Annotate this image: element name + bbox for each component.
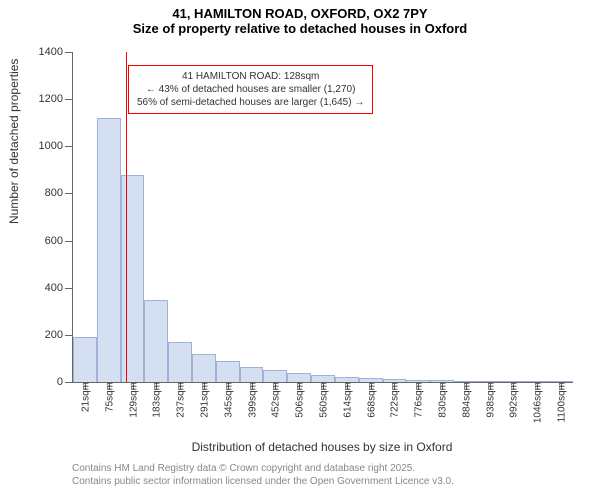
annotation-box: 41 HAMILTON ROAD: 128sqm← 43% of detache… bbox=[128, 65, 373, 114]
footer-line-2: Contains public sector information licen… bbox=[72, 475, 454, 488]
y-tick-label: 800 bbox=[45, 187, 73, 199]
x-tick-label: 992sqm bbox=[507, 382, 520, 418]
x-tick-label: 452sqm bbox=[269, 382, 282, 418]
x-tick-label: 830sqm bbox=[436, 382, 449, 418]
footer-note: Contains HM Land Registry data © Crown c… bbox=[72, 462, 454, 488]
x-tick-label: 776sqm bbox=[412, 382, 425, 418]
y-tick-label: 200 bbox=[45, 329, 73, 341]
histogram-bar bbox=[287, 373, 311, 382]
annotation-line: ← 43% of detached houses are smaller (1,… bbox=[137, 83, 364, 96]
chart-title-block: 41, HAMILTON ROAD, OXFORD, OX2 7PY Size … bbox=[0, 0, 600, 36]
x-tick-label: 345sqm bbox=[221, 382, 234, 418]
y-tick-label: 1400 bbox=[39, 46, 73, 58]
y-axis-label: Number of detached properties bbox=[7, 59, 21, 224]
y-tick-label: 600 bbox=[45, 235, 73, 247]
histogram-bar bbox=[73, 337, 97, 382]
x-tick-label: 938sqm bbox=[483, 382, 496, 418]
annotation-line: 41 HAMILTON ROAD: 128sqm bbox=[137, 70, 364, 83]
x-tick-label: 183sqm bbox=[150, 382, 163, 418]
x-tick-label: 722sqm bbox=[388, 382, 401, 418]
plot-area: 020040060080010001200140021sqm75sqm129sq… bbox=[72, 52, 573, 383]
histogram-bar bbox=[144, 300, 168, 383]
footer-line-1: Contains HM Land Registry data © Crown c… bbox=[72, 462, 454, 475]
y-tick-label: 1000 bbox=[39, 140, 73, 152]
x-tick-label: 1100sqm bbox=[555, 382, 568, 422]
x-tick-label: 668sqm bbox=[364, 382, 377, 418]
chart-container: 41, HAMILTON ROAD, OXFORD, OX2 7PY Size … bbox=[0, 0, 600, 500]
x-tick-label: 291sqm bbox=[197, 382, 210, 418]
histogram-bar bbox=[168, 342, 192, 382]
x-tick-label: 399sqm bbox=[245, 382, 258, 418]
x-tick-label: 560sqm bbox=[317, 382, 330, 418]
histogram-bar bbox=[263, 370, 287, 382]
x-tick-label: 614sqm bbox=[340, 382, 353, 418]
x-axis-label: Distribution of detached houses by size … bbox=[192, 440, 453, 454]
title-line-1: 41, HAMILTON ROAD, OXFORD, OX2 7PY bbox=[0, 6, 600, 21]
histogram-bar bbox=[121, 175, 145, 382]
y-tick-label: 400 bbox=[45, 282, 73, 294]
annotation-line: 56% of semi-detached houses are larger (… bbox=[137, 96, 364, 109]
x-tick-label: 1046sqm bbox=[531, 382, 544, 423]
x-tick-label: 237sqm bbox=[174, 382, 187, 418]
histogram-bar bbox=[311, 375, 335, 382]
x-tick-label: 129sqm bbox=[126, 382, 139, 418]
x-tick-label: 506sqm bbox=[293, 382, 306, 418]
histogram-bar bbox=[192, 354, 216, 382]
histogram-bar bbox=[216, 361, 240, 382]
x-tick-label: 21sqm bbox=[78, 382, 91, 412]
histogram-bar bbox=[240, 367, 264, 382]
y-tick-label: 0 bbox=[57, 376, 73, 388]
title-line-2: Size of property relative to detached ho… bbox=[0, 21, 600, 36]
property-marker-line bbox=[126, 52, 127, 382]
histogram-bar bbox=[97, 118, 121, 382]
x-tick-label: 75sqm bbox=[102, 382, 115, 412]
y-tick-label: 1200 bbox=[39, 93, 73, 105]
x-tick-label: 884sqm bbox=[459, 382, 472, 418]
